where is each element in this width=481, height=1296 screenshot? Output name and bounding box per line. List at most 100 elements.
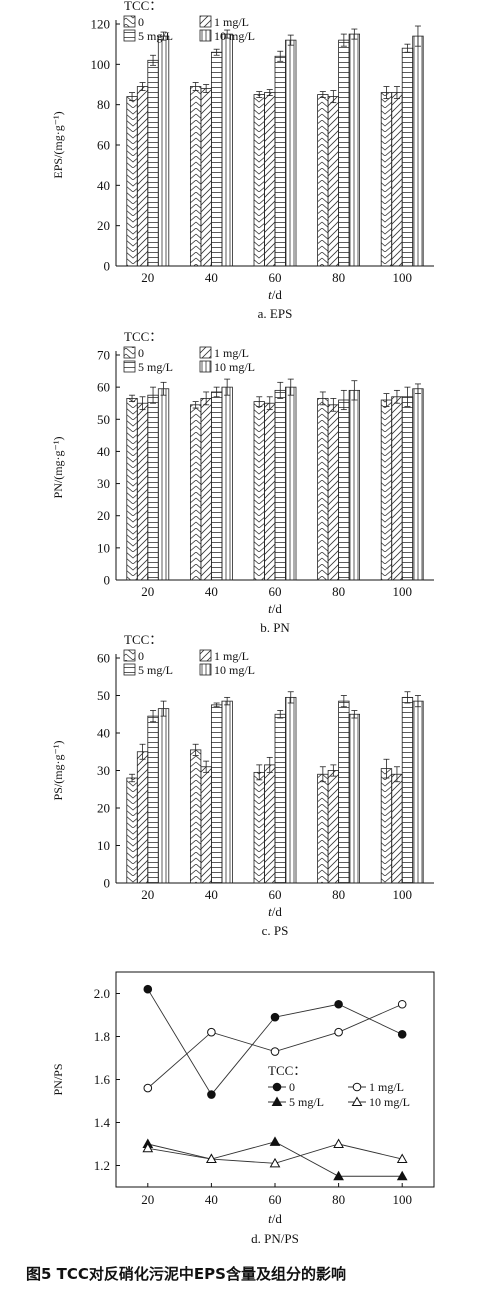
chart-panel-ps: 0 10 20 30 40 50 60 20 40 60 80 100 TCC： 0 1 mg/L 5 mg/…	[51, 632, 434, 938]
panel-label: b. PN	[260, 620, 290, 635]
x-tick-label: 20	[141, 584, 154, 599]
data-point	[142, 1142, 154, 1153]
x-tick-label: 40	[205, 270, 218, 285]
data-point	[206, 1153, 217, 1164]
bar	[401, 396, 414, 581]
bar	[210, 391, 223, 581]
bar	[126, 397, 138, 581]
y-tick-label: 1.4	[94, 1115, 111, 1130]
legend-swatch	[199, 360, 212, 373]
bar	[274, 55, 286, 267]
bar	[348, 713, 361, 884]
bar	[210, 51, 223, 267]
y-axis-title: PS/(mg·g⁻¹)	[51, 741, 65, 801]
bar	[348, 389, 361, 581]
data-point	[334, 1027, 343, 1037]
data-point	[207, 1027, 216, 1037]
data-point	[143, 984, 153, 994]
x-axis-title: t/d	[268, 904, 282, 919]
bar	[253, 401, 265, 581]
x-tick-label: 80	[332, 270, 345, 285]
bar	[264, 92, 276, 267]
legend-label: 5 mg/L	[138, 360, 173, 374]
data-point	[397, 999, 407, 1009]
legend-label: 0	[138, 346, 144, 360]
data-point	[334, 999, 343, 1009]
bar	[380, 92, 393, 267]
bar	[221, 700, 233, 884]
data-point	[207, 1090, 216, 1099]
bar	[189, 404, 202, 581]
bar	[412, 700, 424, 884]
x-axis-title: t/d	[268, 601, 282, 616]
x-tick-label: 20	[141, 1192, 154, 1207]
legend-label: 5 mg/L	[138, 663, 173, 677]
bar	[401, 696, 414, 884]
bar	[189, 749, 202, 884]
x-tick-label: 20	[141, 887, 154, 902]
bar	[264, 764, 276, 884]
bar	[147, 59, 159, 267]
legend-label: 1 mg/L	[214, 649, 249, 663]
x-axis-title: t/d	[268, 287, 282, 302]
x-tick-label: 40	[205, 584, 218, 599]
bar	[126, 96, 138, 267]
legend-label: 1 mg/L	[369, 1080, 404, 1094]
x-tick-label: 40	[205, 887, 218, 902]
legend-swatch	[123, 15, 136, 28]
y-tick-label: 60	[97, 651, 110, 666]
bar	[380, 399, 393, 581]
y-tick-label: 2.0	[94, 986, 110, 1001]
bar	[147, 394, 159, 581]
x-axis-title: t/d	[268, 1211, 282, 1226]
legend-label: 5 mg/L	[289, 1095, 324, 1109]
legend-swatch	[123, 346, 136, 359]
bar	[200, 88, 212, 267]
legend-swatch	[199, 649, 212, 662]
data-point	[269, 1157, 281, 1168]
panel-label: d. PN/PS	[251, 1231, 299, 1246]
legend-label: 0	[138, 15, 144, 29]
x-tick-label: 40	[205, 1192, 218, 1207]
legend-swatch	[123, 663, 136, 676]
chart-panel-pn: 0 10 20 30 40 50 60 70 20 40 60 80 100 TCC： 0 1 mg/L 5 m…	[51, 329, 434, 635]
x-tick-label: 100	[392, 887, 412, 902]
y-tick-label: 10	[97, 838, 110, 853]
legend-label: 1 mg/L	[214, 346, 249, 360]
legend-label: 0	[138, 649, 144, 663]
y-tick-label: 60	[97, 380, 110, 395]
bar	[253, 94, 265, 267]
bar	[274, 713, 286, 884]
x-tick-label: 60	[269, 1192, 282, 1207]
y-axis-title: PN/PS	[51, 1063, 65, 1095]
bar	[327, 770, 340, 884]
y-tick-label: 40	[97, 444, 110, 459]
bar	[200, 397, 212, 581]
data-point	[143, 1083, 153, 1093]
y-tick-label: 60	[97, 138, 110, 153]
bar	[157, 35, 170, 267]
bar	[412, 35, 424, 267]
y-tick-label: 40	[97, 726, 110, 741]
y-tick-label: 1.6	[94, 1072, 111, 1087]
bar	[210, 704, 223, 884]
data-point	[351, 1096, 363, 1106]
x-tick-label: 80	[332, 887, 345, 902]
bar	[391, 92, 403, 267]
y-tick-label: 70	[97, 348, 110, 363]
x-tick-label: 60	[269, 270, 282, 285]
legend-title: TCC：	[268, 1063, 306, 1078]
bar	[136, 751, 149, 884]
legend-label: 10 mg/L	[214, 663, 255, 677]
y-tick-label: 100	[91, 57, 111, 72]
bar	[285, 386, 297, 581]
bar	[200, 766, 212, 884]
bar	[348, 33, 361, 267]
bar	[338, 399, 350, 581]
bar	[327, 404, 340, 581]
data-point	[272, 1082, 282, 1092]
bar	[391, 773, 403, 884]
legend-title: TCC：	[124, 632, 162, 647]
bar	[264, 402, 276, 581]
